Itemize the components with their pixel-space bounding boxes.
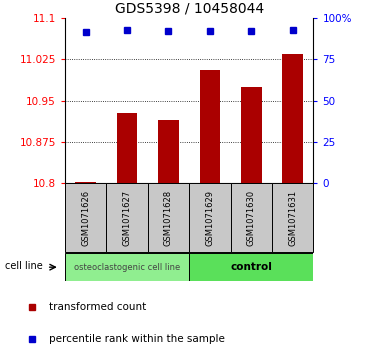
Bar — [106, 183, 148, 252]
Text: GSM1071630: GSM1071630 — [247, 190, 256, 246]
Bar — [200, 70, 220, 183]
Bar — [272, 183, 313, 252]
Text: GSM1071627: GSM1071627 — [122, 190, 132, 246]
Bar — [148, 183, 189, 252]
Text: osteoclastogenic cell line: osteoclastogenic cell line — [74, 263, 180, 272]
Bar — [117, 113, 137, 183]
Title: GDS5398 / 10458044: GDS5398 / 10458044 — [115, 1, 264, 16]
Text: GSM1071629: GSM1071629 — [206, 190, 214, 246]
Text: control: control — [230, 262, 272, 272]
Bar — [65, 253, 189, 281]
Text: GSM1071631: GSM1071631 — [288, 190, 297, 246]
Bar — [65, 183, 106, 252]
Text: GSM1071628: GSM1071628 — [164, 190, 173, 246]
Bar — [158, 120, 179, 183]
Bar — [189, 253, 313, 281]
Text: transformed count: transformed count — [49, 302, 147, 312]
Bar — [241, 87, 262, 183]
Bar — [189, 183, 231, 252]
Text: GSM1071626: GSM1071626 — [81, 190, 90, 246]
Bar — [231, 183, 272, 252]
Bar — [75, 182, 96, 183]
Text: cell line: cell line — [5, 261, 43, 271]
Text: percentile rank within the sample: percentile rank within the sample — [49, 334, 225, 344]
Bar — [282, 54, 303, 183]
